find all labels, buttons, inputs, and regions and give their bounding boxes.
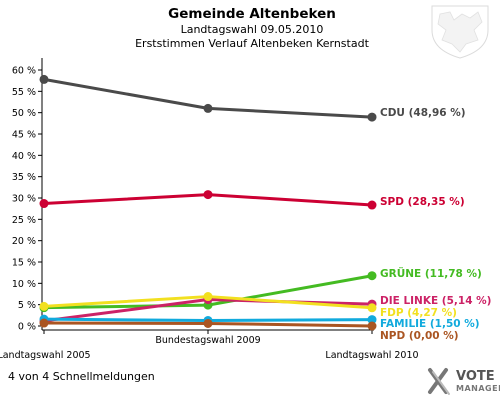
data-point-fdp	[203, 292, 213, 302]
series-label-fdp: FDP (4,27 %)	[380, 307, 457, 319]
logo-line-1: VOTE	[456, 369, 495, 384]
data-point-familie	[367, 315, 377, 325]
series-label-cdu: CDU (48,96 %)	[380, 107, 466, 119]
data-point-fdp	[367, 303, 377, 313]
data-point-cdu	[367, 112, 377, 122]
coat-of-arms-icon	[431, 5, 489, 59]
data-point-cdu	[39, 74, 49, 84]
x-tick-label: Landtagswahl 2010	[325, 350, 418, 361]
vote-manager-logo: VOTE MANAGER	[428, 368, 500, 395]
data-point-npd	[203, 318, 213, 328]
y-tick-label: 50 %	[12, 108, 36, 119]
data-point-spd	[39, 199, 49, 209]
data-point-gr-ne	[367, 271, 377, 281]
data-point-npd	[39, 318, 49, 328]
data-point-spd	[367, 200, 377, 210]
series-label-spd: SPD (28,35 %)	[380, 196, 465, 208]
chart-subtitle-2: Erststimmen Verlauf Altenbeken Kernstadt	[135, 37, 369, 50]
y-tick-label: 25 %	[12, 215, 36, 226]
data-point-cdu	[203, 103, 213, 113]
y-tick-label: 55 %	[12, 87, 36, 98]
y-tick-label: 60 %	[12, 66, 36, 77]
y-tick-label: 30 %	[12, 194, 36, 205]
y-tick-label: 0 %	[18, 322, 36, 333]
chart-subtitle: Landtagswahl 09.05.2010	[181, 23, 324, 36]
series-label-die-linke: DIE LINKE (5,14 %)	[380, 295, 491, 307]
chart-title: Gemeinde Altenbeken	[168, 6, 336, 22]
y-tick-label: 35 %	[12, 172, 36, 183]
x-mark-icon	[428, 368, 450, 395]
y-tick-label: 15 %	[12, 258, 36, 269]
data-point-npd	[367, 321, 377, 331]
x-tick-label: Bundestagswahl 2009	[155, 335, 260, 346]
y-tick-label: 10 %	[12, 279, 36, 290]
series-label-familie: FAMILIE (1,50 %)	[380, 318, 480, 330]
footer-text: 4 von 4 Schnellmeldungen	[8, 370, 155, 383]
series-label-gr-ne: GRÜNE (11,78 %)	[380, 266, 482, 280]
x-tick-label: Landtagswahl 2005	[0, 350, 91, 361]
series-label-npd: NPD (0,00 %)	[380, 330, 459, 342]
y-tick-label: 20 %	[12, 236, 36, 247]
y-tick-label: 40 %	[12, 151, 36, 162]
data-point-spd	[203, 190, 213, 200]
y-tick-label: 45 %	[12, 130, 36, 141]
logo-line-2: MANAGER	[456, 384, 500, 393]
y-tick-label: 5 %	[18, 300, 36, 311]
data-point-fdp	[39, 301, 49, 311]
